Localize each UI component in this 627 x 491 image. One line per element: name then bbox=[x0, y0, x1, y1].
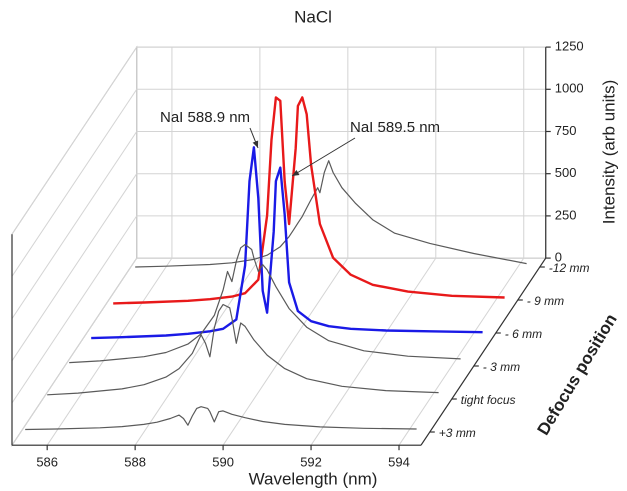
grid-line bbox=[11, 131, 138, 319]
annotation: NaI 588.9 nm bbox=[160, 109, 250, 126]
z-tick-label: 1000 bbox=[555, 81, 584, 96]
z-tick-label: 750 bbox=[555, 123, 577, 138]
annotation: NaI 589.5 nm bbox=[350, 119, 440, 136]
grid-line bbox=[11, 173, 138, 362]
depth-tick-label: - 3 mm bbox=[483, 360, 520, 374]
z-tick-label: 500 bbox=[555, 165, 577, 180]
spectrum-line bbox=[47, 303, 439, 396]
grid-line bbox=[46, 257, 173, 446]
depth-axis bbox=[420, 257, 547, 446]
grid-line bbox=[398, 257, 525, 446]
grid-line bbox=[11, 89, 138, 277]
grid-line bbox=[222, 257, 349, 446]
annotation-arrow bbox=[249, 127, 259, 149]
spectrum-line bbox=[25, 406, 417, 431]
grid-line bbox=[11, 257, 138, 446]
z-axis-label: Intensity (arb units) bbox=[599, 80, 618, 225]
side-wall bbox=[11, 45, 138, 447]
z-tick-label: 250 bbox=[555, 207, 577, 222]
x-tick-label: 592 bbox=[300, 455, 322, 470]
depth-tick-label: +3 mm bbox=[439, 426, 476, 440]
grid-line bbox=[11, 215, 138, 404]
spectrum-line bbox=[113, 96, 505, 305]
depth-tick-label: tight focus bbox=[461, 393, 516, 407]
spectrum-line bbox=[91, 146, 483, 340]
z-tick-label: 0 bbox=[555, 250, 562, 265]
x-axis-label: Wavelength (nm) bbox=[249, 469, 378, 488]
spectrum-line bbox=[69, 243, 461, 364]
back-wall bbox=[136, 46, 547, 259]
depth-tick-label: - 6 mm bbox=[505, 327, 542, 341]
depth-tick-label: - 9 mm bbox=[527, 294, 564, 308]
annotation-arrow bbox=[291, 137, 356, 177]
chart-title: NaCl bbox=[294, 7, 332, 26]
z-tick-label: 1250 bbox=[555, 39, 584, 54]
x-tick-label: 588 bbox=[124, 455, 146, 470]
x-tick-label: 586 bbox=[36, 455, 58, 470]
grid-line bbox=[11, 46, 138, 235]
depth-tick-label: -12 mm bbox=[549, 261, 590, 275]
depth-axis-label: Defocus position bbox=[533, 310, 620, 438]
x-tick-label: 590 bbox=[212, 455, 234, 470]
x-tick-label: 594 bbox=[388, 455, 410, 470]
grid-line bbox=[134, 257, 261, 446]
